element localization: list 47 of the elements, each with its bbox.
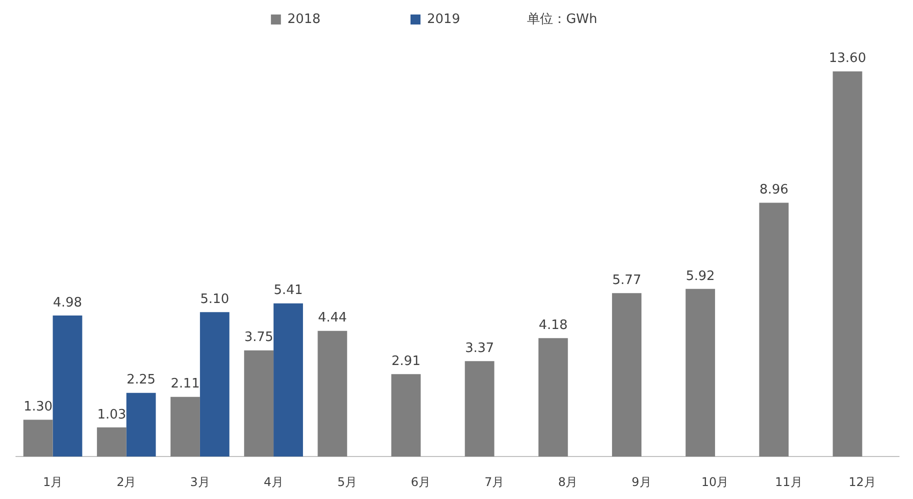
data-label: 5.41 bbox=[274, 283, 303, 298]
bar bbox=[464, 361, 494, 457]
x-tick-label: 2月 bbox=[116, 474, 136, 489]
data-label: 4.18 bbox=[538, 318, 568, 334]
bar bbox=[832, 71, 862, 457]
bar bbox=[759, 202, 789, 457]
data-label: 1.03 bbox=[97, 407, 126, 422]
x-tick-label: 6月 bbox=[410, 474, 431, 489]
x-tick-label: 5月 bbox=[337, 474, 357, 489]
data-label: 2.11 bbox=[170, 376, 200, 392]
data-label: 5.77 bbox=[612, 273, 642, 288]
data-label: 4.44 bbox=[318, 310, 347, 326]
data-label: 8.96 bbox=[759, 182, 788, 198]
x-tick-label: 12月 bbox=[848, 474, 876, 489]
bar bbox=[612, 293, 642, 457]
bar bbox=[170, 396, 200, 457]
bar bbox=[538, 338, 568, 457]
legend-label: 2019 bbox=[427, 12, 460, 27]
bar bbox=[244, 350, 274, 457]
x-tick-label: 9月 bbox=[632, 474, 652, 489]
data-label: 5.92 bbox=[686, 268, 715, 284]
legend-label: 2018 bbox=[287, 12, 321, 27]
text: 单位：GWh bbox=[527, 12, 598, 27]
bar bbox=[318, 330, 348, 457]
data-label: 3.37 bbox=[465, 341, 494, 356]
x-tick-label: 11月 bbox=[774, 474, 802, 489]
bar bbox=[200, 312, 230, 457]
x-tick-label: 7月 bbox=[484, 474, 504, 489]
data-label: 2.25 bbox=[126, 372, 156, 388]
data-label: 5.10 bbox=[200, 292, 230, 307]
bar bbox=[126, 392, 156, 457]
bar bbox=[96, 427, 126, 457]
x-tick-label: 3月 bbox=[190, 474, 210, 489]
x-tick-label: 10月 bbox=[701, 474, 729, 489]
data-label: 3.75 bbox=[244, 330, 274, 346]
data-label: 2.91 bbox=[392, 354, 420, 370]
bar bbox=[686, 288, 716, 457]
bar bbox=[23, 420, 53, 457]
bar bbox=[52, 316, 82, 457]
bar bbox=[391, 374, 421, 457]
data-label: 13.60 bbox=[828, 51, 866, 66]
bar bbox=[274, 303, 303, 457]
x-tick-label: 1月 bbox=[42, 474, 63, 489]
data-label: 4.98 bbox=[53, 295, 82, 310]
x-tick-label: 8月 bbox=[558, 474, 578, 489]
x-tick-label: 4月 bbox=[264, 474, 284, 489]
data-label: 1.30 bbox=[24, 400, 53, 415]
